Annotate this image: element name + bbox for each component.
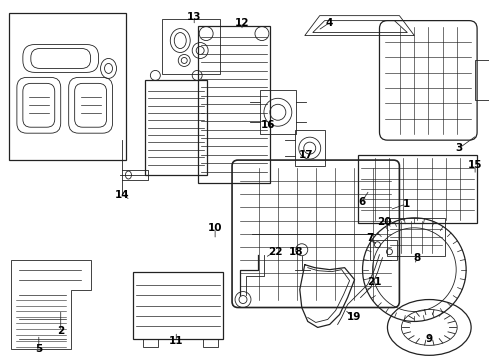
Text: 6: 6: [358, 197, 365, 207]
Text: 10: 10: [208, 223, 222, 233]
Text: 8: 8: [414, 253, 421, 263]
Text: 21: 21: [367, 276, 382, 287]
Bar: [369, 240, 397, 260]
Text: 17: 17: [298, 150, 313, 160]
Text: 12: 12: [235, 18, 249, 28]
Bar: [475, 60, 489, 100]
Bar: [388, 218, 445, 256]
Text: 18: 18: [289, 247, 303, 257]
Bar: [198, 26, 270, 183]
Bar: [358, 155, 477, 223]
Bar: [9, 13, 126, 160]
Bar: [203, 339, 218, 347]
Text: 1: 1: [403, 199, 410, 209]
Bar: [146, 80, 207, 175]
Text: 15: 15: [468, 160, 482, 170]
Bar: [133, 272, 223, 339]
Text: 5: 5: [35, 345, 43, 354]
Text: 16: 16: [261, 120, 275, 130]
Text: 14: 14: [115, 190, 130, 200]
Text: 4: 4: [326, 18, 333, 28]
Bar: [144, 339, 158, 347]
Text: 22: 22: [268, 247, 282, 257]
Text: 7: 7: [366, 233, 373, 243]
Text: 19: 19: [346, 312, 361, 323]
Text: 9: 9: [426, 334, 433, 345]
Bar: [162, 19, 220, 75]
Text: 11: 11: [169, 336, 184, 346]
Text: 20: 20: [377, 217, 392, 227]
Text: 13: 13: [187, 12, 201, 22]
Text: 3: 3: [456, 143, 463, 153]
Text: 2: 2: [57, 327, 64, 336]
